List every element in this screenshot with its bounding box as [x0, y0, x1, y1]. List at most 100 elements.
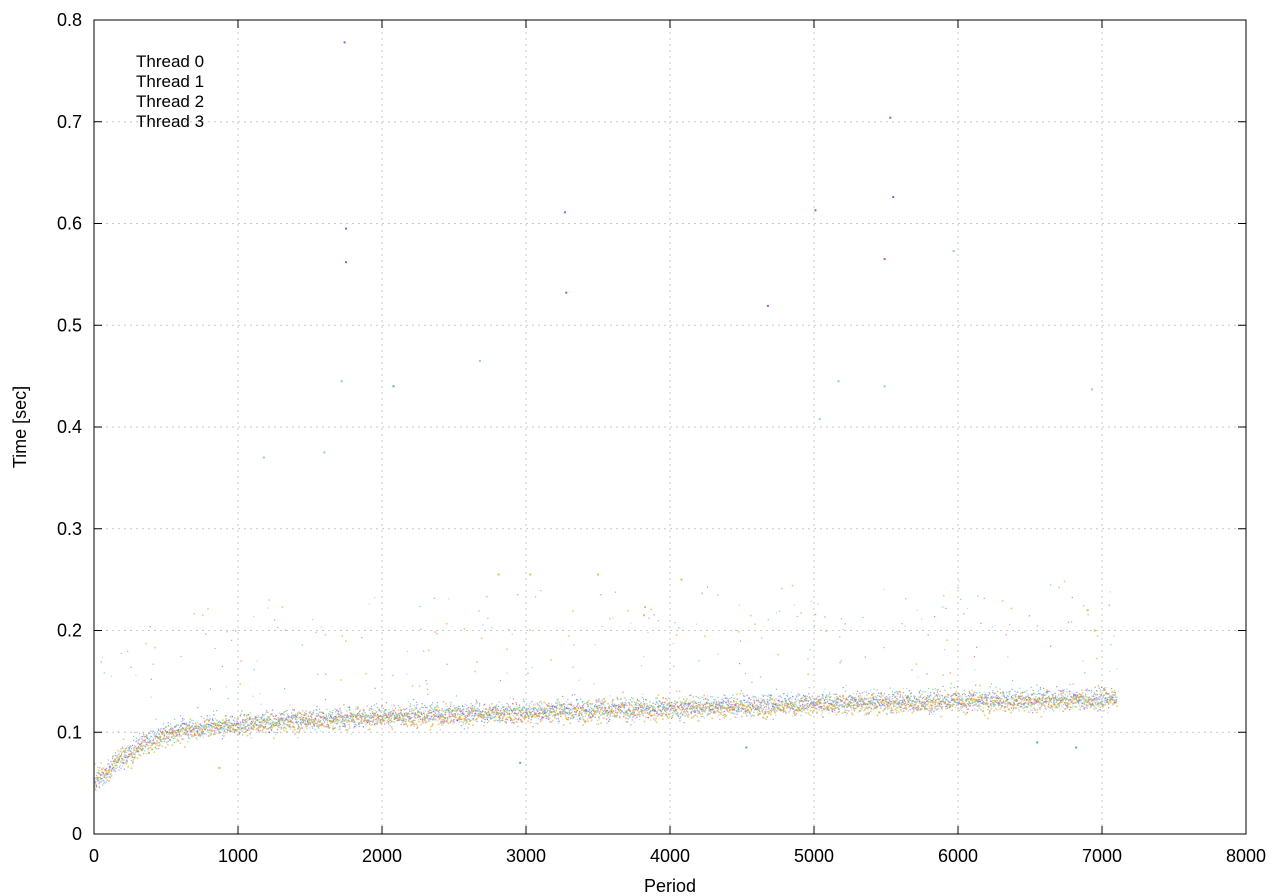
data-point — [546, 710, 549, 712]
data-point — [609, 715, 611, 717]
data-point — [284, 719, 286, 721]
data-point — [758, 710, 761, 712]
data-point — [862, 704, 864, 706]
data-point — [616, 696, 618, 698]
data-point — [313, 724, 315, 727]
data-point — [97, 779, 99, 781]
data-point — [264, 713, 266, 715]
data-point — [654, 710, 656, 712]
data-point — [408, 713, 410, 715]
data-point — [370, 708, 373, 710]
data-point — [914, 701, 916, 703]
data-point — [298, 730, 301, 732]
data-point — [726, 709, 728, 711]
data-point — [831, 710, 833, 712]
data-point — [721, 706, 723, 708]
data-point — [166, 736, 168, 738]
data-point — [866, 702, 868, 704]
data-point — [112, 768, 114, 770]
data-point — [208, 726, 210, 728]
data-point — [702, 708, 704, 711]
data-point — [102, 784, 104, 786]
data-point — [95, 785, 98, 788]
data-point — [870, 699, 872, 702]
data-point — [563, 713, 565, 715]
data-point — [335, 723, 337, 725]
data-point — [775, 612, 777, 614]
data-point — [130, 759, 132, 762]
data-point — [198, 732, 200, 734]
data-point — [632, 698, 634, 700]
data-point — [571, 708, 573, 710]
data-point — [378, 710, 380, 712]
data-point — [822, 695, 824, 697]
data-point — [312, 719, 314, 721]
data-point — [346, 716, 348, 718]
data-point — [573, 644, 575, 646]
data-point — [294, 713, 296, 716]
data-point — [136, 751, 138, 753]
data-point — [1032, 692, 1035, 695]
data-point — [423, 714, 425, 716]
data-point — [355, 714, 357, 716]
data-point — [287, 715, 290, 717]
data-point — [950, 697, 952, 699]
data-point — [182, 727, 184, 729]
data-point — [1107, 698, 1109, 701]
data-point — [519, 706, 521, 709]
data-point — [657, 620, 659, 622]
data-point — [1079, 694, 1081, 696]
data-point — [331, 717, 333, 719]
data-point — [448, 710, 450, 712]
data-point — [979, 700, 982, 702]
data-point — [846, 697, 848, 699]
data-point — [1061, 701, 1063, 703]
data-point — [548, 707, 550, 709]
data-point — [118, 766, 121, 768]
data-point — [620, 706, 622, 708]
data-point — [97, 780, 99, 782]
data-point — [759, 703, 761, 705]
data-point — [365, 719, 367, 721]
data-point — [456, 711, 458, 713]
data-point — [135, 737, 137, 739]
data-point — [229, 716, 232, 718]
data-point — [597, 701, 599, 703]
data-point — [703, 717, 705, 719]
data-point — [255, 729, 257, 731]
data-point — [894, 701, 896, 703]
data-point — [937, 708, 939, 710]
data-point — [512, 708, 514, 710]
data-point — [411, 712, 413, 714]
data-point — [375, 712, 377, 714]
data-point — [810, 699, 812, 701]
data-point — [496, 713, 498, 715]
data-point — [865, 698, 867, 700]
data-point — [1108, 707, 1110, 709]
outlier-point — [883, 258, 886, 261]
data-point — [114, 754, 116, 757]
data-point — [319, 715, 321, 717]
data-point — [106, 773, 108, 775]
data-point — [150, 696, 152, 698]
data-point — [454, 713, 456, 715]
data-point — [251, 721, 253, 723]
data-point — [483, 704, 485, 706]
data-point — [257, 715, 259, 717]
data-point — [100, 778, 102, 780]
data-point — [688, 703, 690, 705]
data-point — [149, 733, 151, 735]
data-point — [681, 712, 683, 714]
data-point — [865, 703, 867, 705]
data-point — [137, 743, 139, 745]
data-point — [539, 719, 541, 721]
data-point — [1002, 691, 1004, 693]
data-point — [353, 725, 355, 728]
data-point — [362, 713, 364, 715]
data-point — [784, 698, 786, 700]
data-point — [291, 718, 294, 720]
data-point — [853, 704, 855, 706]
data-point — [747, 700, 749, 702]
data-point — [806, 695, 808, 697]
data-point — [315, 709, 317, 711]
